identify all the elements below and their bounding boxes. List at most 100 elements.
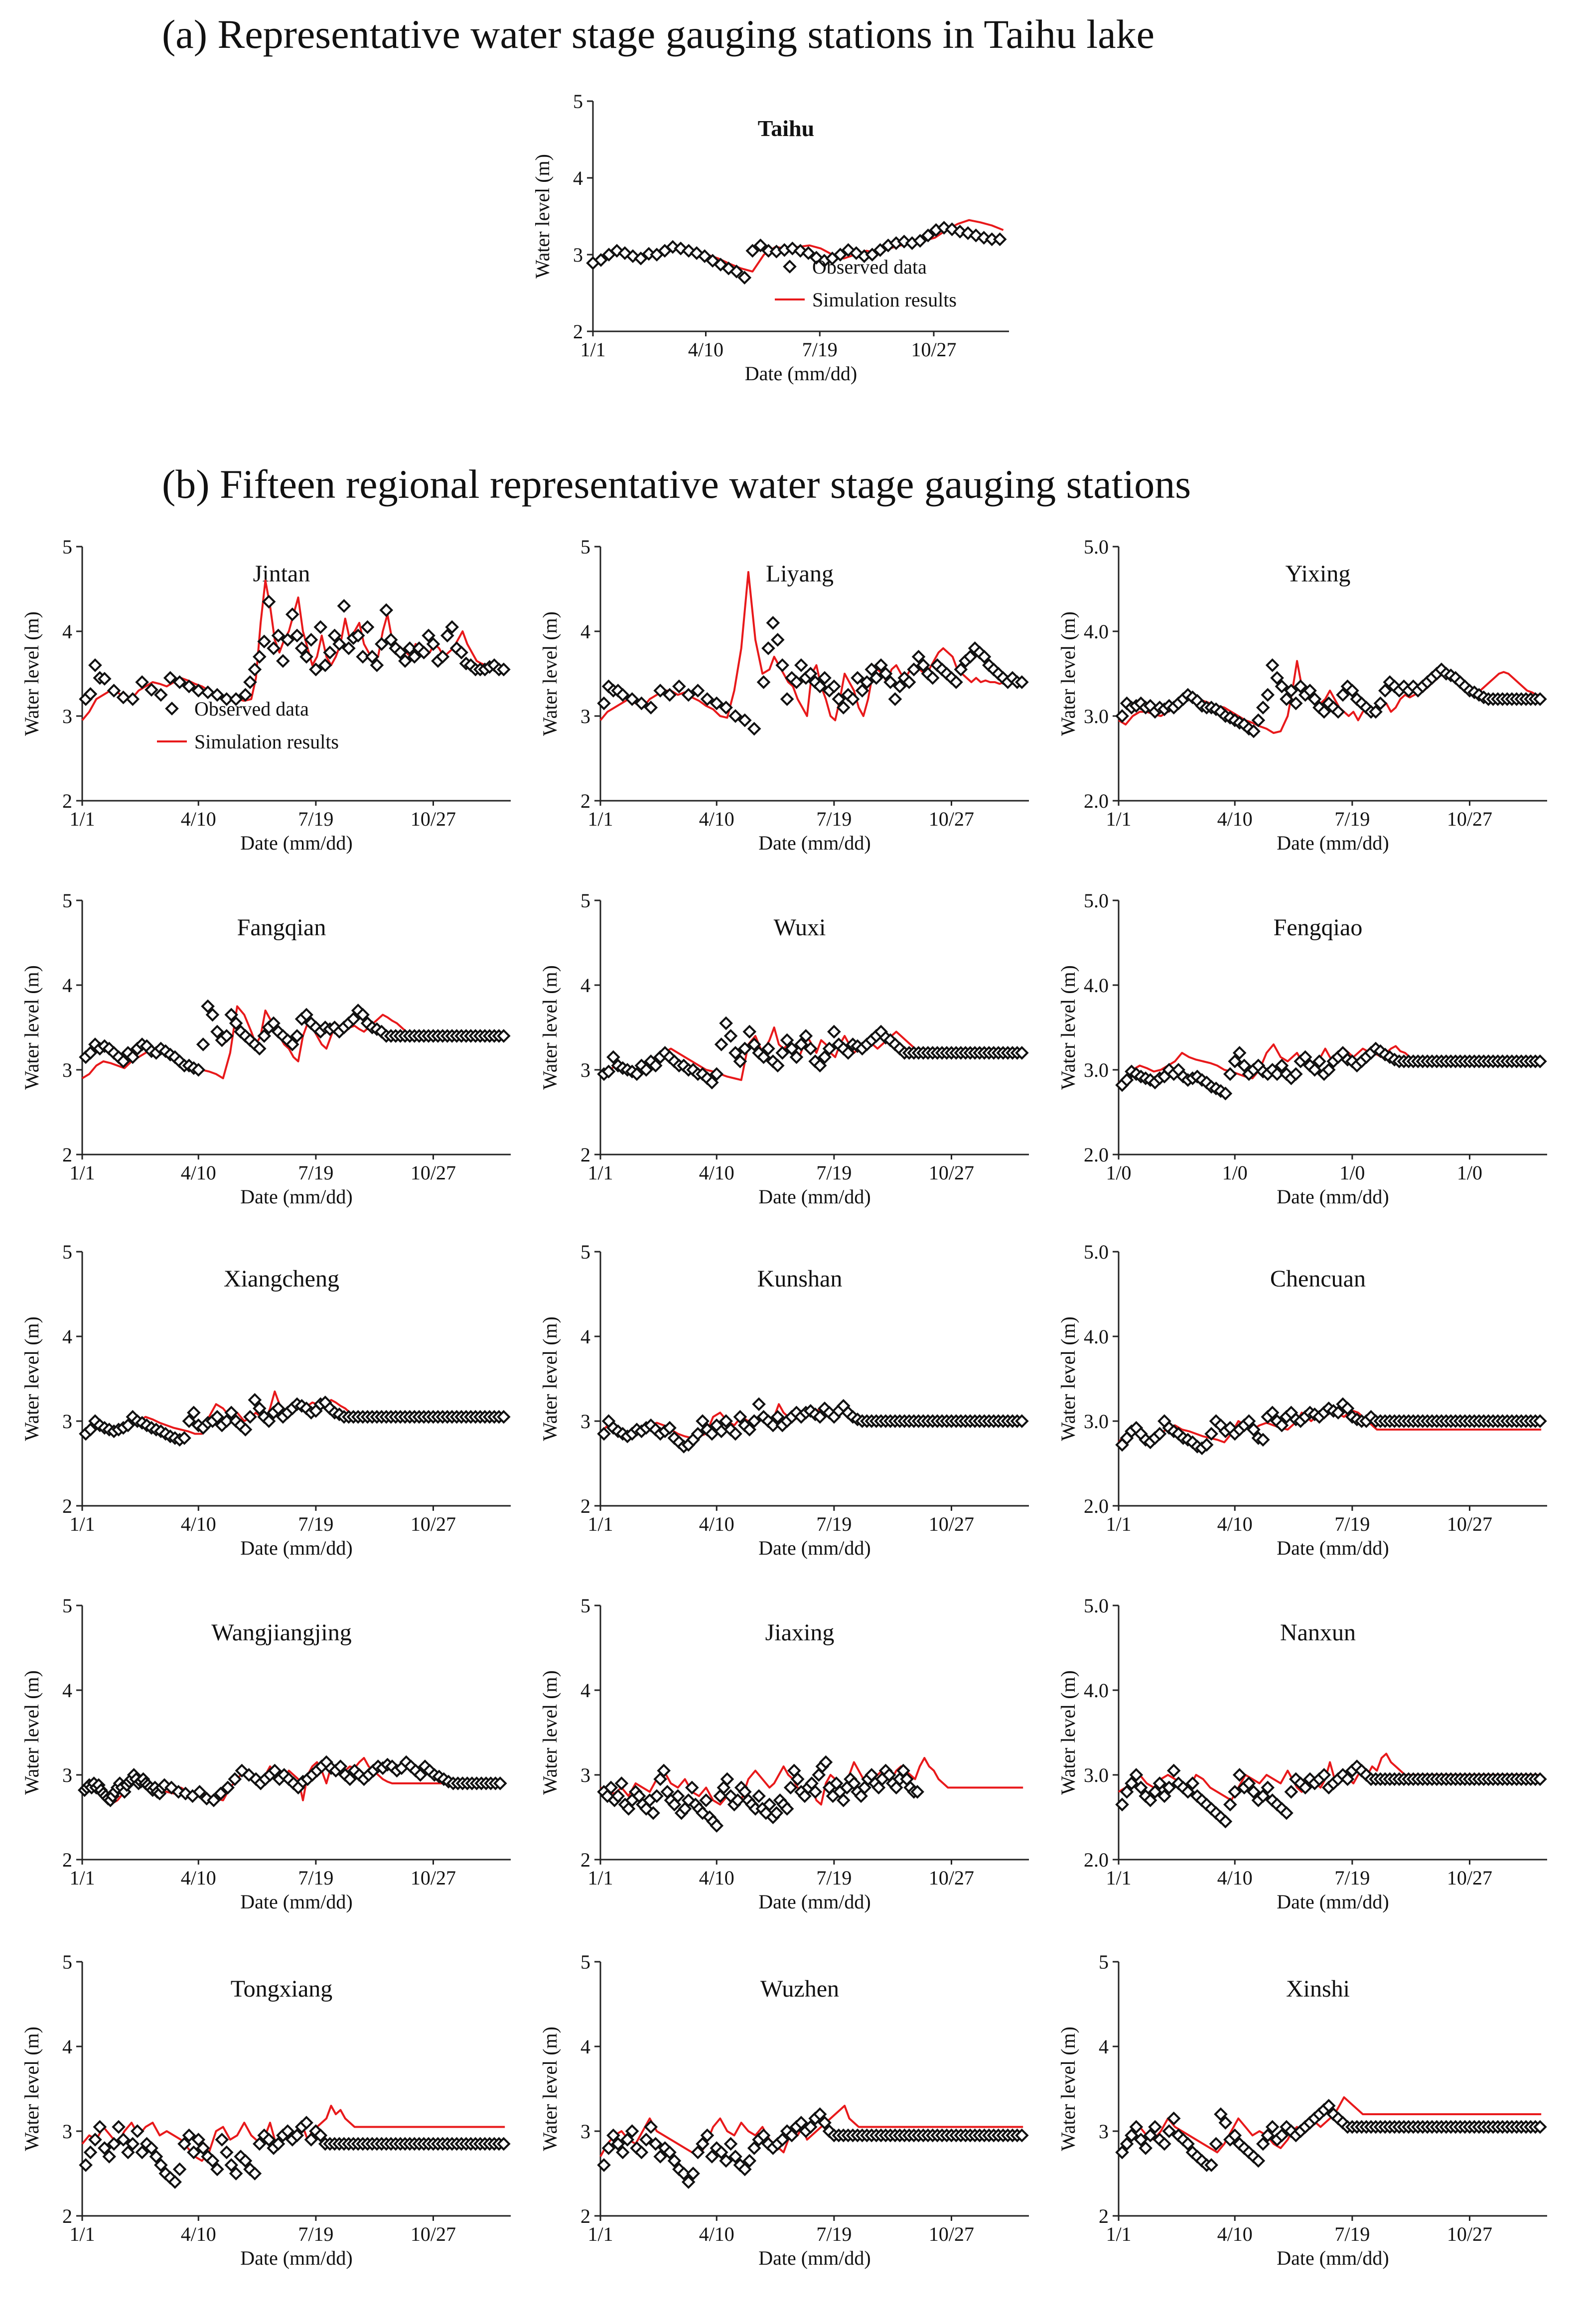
observed-point — [384, 633, 398, 647]
y-tick-label: 3 — [573, 244, 583, 266]
observed-point — [219, 692, 234, 706]
observed-point — [910, 1785, 924, 1799]
observed-point — [892, 679, 907, 694]
observed-point — [1015, 675, 1029, 689]
observed-point — [753, 238, 768, 253]
observed-point — [745, 244, 760, 258]
observed-point — [756, 1050, 771, 1064]
observed-point — [221, 1780, 235, 1795]
x-tick-label: 1/1 — [587, 2223, 613, 2245]
observed-point — [271, 628, 286, 643]
x-tick-label: 4/10 — [1217, 1513, 1253, 1535]
observed-point — [1275, 2128, 1289, 2143]
y-tick-label: 4 — [1099, 2035, 1109, 2058]
observed-point — [1261, 1780, 1275, 1795]
observed-point — [1242, 1776, 1256, 1790]
observed-point — [614, 1776, 629, 1790]
observed-point — [417, 645, 431, 660]
chart-jintan: 2 3 4 5 1/1 4/10 7/19 10/27 Date (mm/dd) Water le… — [20, 536, 511, 854]
observed-point — [672, 679, 686, 694]
y-tick-label: 4 — [62, 620, 72, 643]
observed-point — [1270, 1067, 1284, 1081]
observed-point — [620, 2133, 635, 2147]
observed-point — [1143, 1793, 1157, 1807]
x-tick-label: 1/0 — [1222, 1162, 1248, 1184]
observed-point — [1280, 1806, 1294, 1820]
observed-point — [196, 2141, 210, 2155]
y-axis-label: Water level (m) — [539, 1316, 561, 1441]
x-tick-label: 1/0 — [1457, 1162, 1482, 1184]
observed-point — [365, 650, 379, 664]
observed-point — [1251, 2154, 1266, 2168]
chart-nanxun: 2.0 3.0 4.0 5.0 1/1 4/10 7/19 10/27 Date (mm/dd)… — [1057, 1595, 1547, 1913]
observed-point — [1298, 1050, 1312, 1064]
y-tick-label: 5 — [62, 536, 72, 558]
observed-point — [83, 687, 98, 701]
observed-point — [818, 1050, 832, 1064]
observed-point — [1378, 684, 1392, 698]
observed-point — [822, 1041, 837, 1056]
observed-point — [191, 2133, 206, 2147]
observed-point — [606, 2128, 620, 2143]
station-title: Fangqian — [237, 914, 326, 941]
x-tick-label: 1/1 — [587, 1513, 613, 1535]
observed-point — [963, 650, 978, 664]
observed-point — [88, 2133, 102, 2147]
x-tick-label: 4/10 — [699, 808, 734, 830]
observed-point — [710, 696, 724, 711]
observed-point — [710, 1067, 724, 1081]
x-tick-label: 10/27 — [929, 2223, 974, 2245]
observed-point — [238, 1423, 253, 1437]
observed-point — [775, 1046, 790, 1060]
observed-point — [860, 675, 874, 689]
x-axis-label: Date (mm/dd) — [1277, 1537, 1389, 1559]
observed-point — [172, 675, 187, 689]
observed-point — [1148, 1785, 1162, 1799]
y-tick-label: 2 — [580, 790, 590, 812]
observed-point — [413, 1768, 428, 1782]
y-tick-label: 2 — [62, 1495, 72, 1517]
observed-point — [644, 2120, 658, 2134]
x-axis-label: Date (mm/dd) — [745, 362, 858, 385]
observed-point — [497, 1029, 511, 1043]
observed-point — [1345, 684, 1359, 698]
observed-point — [728, 1046, 742, 1060]
observed-point — [1265, 1406, 1280, 1420]
observed-point — [97, 672, 112, 686]
observed-point — [1162, 1780, 1176, 1795]
x-tick-label: 1/1 — [1106, 1513, 1131, 1535]
x-axis-label: Date (mm/dd) — [758, 1537, 871, 1559]
observed-point — [107, 684, 121, 698]
observed-point — [83, 1423, 98, 1437]
observed-point — [888, 692, 902, 706]
observed-point — [677, 2167, 691, 2180]
observed-point — [1331, 1406, 1345, 1420]
observed-point — [116, 690, 131, 705]
observed-point — [243, 675, 257, 689]
observed-point — [1256, 2137, 1270, 2151]
y-axis-label: Water level (m) — [1057, 611, 1079, 736]
y-tick-label: 4.0 — [1084, 1325, 1109, 1348]
observed-point — [752, 1397, 766, 1411]
observed-point — [954, 662, 968, 677]
observed-point — [1129, 2120, 1144, 2134]
observed-point — [252, 2137, 267, 2151]
observed-point — [1157, 2137, 1171, 2151]
y-axis-label: Water level (m) — [20, 2027, 43, 2151]
x-tick-label: 10/27 — [1447, 2223, 1492, 2245]
observed-point — [606, 1050, 620, 1064]
observed-point — [783, 1780, 798, 1795]
observed-point — [323, 645, 337, 660]
observed-point — [742, 2154, 757, 2168]
observed-point — [766, 1418, 780, 1433]
chart-xiangcheng: 2 3 4 5 1/1 4/10 7/19 10/27 Date (mm/dd) Water le… — [20, 1241, 511, 1559]
x-tick-label: 10/27 — [929, 1162, 974, 1184]
observed-point — [238, 688, 253, 702]
observed-point — [1294, 679, 1308, 694]
y-tick-label: 4 — [580, 1325, 590, 1348]
observed-point — [271, 2137, 286, 2151]
observed-point — [846, 692, 860, 706]
observed-point — [855, 684, 869, 698]
x-tick-label: 7/19 — [816, 1162, 852, 1184]
